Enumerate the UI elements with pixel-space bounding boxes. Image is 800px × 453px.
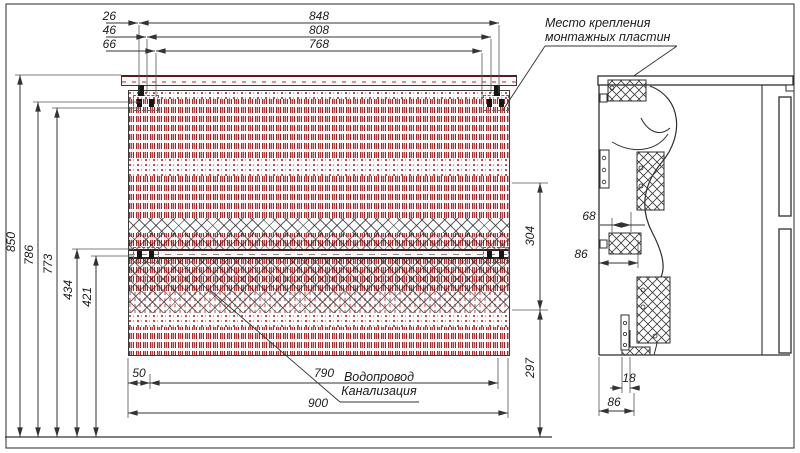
dim-86-upper-label: 86	[574, 247, 588, 261]
plate-fastener	[149, 99, 154, 107]
side-view	[597, 75, 795, 356]
mounting-plate-mid-right	[483, 247, 509, 263]
mounting-plate-mid-left	[133, 247, 159, 263]
dim-18-label: 18	[622, 371, 636, 385]
mounting-plate-top-left	[133, 95, 159, 111]
mounting-block-top	[607, 79, 647, 102]
plate-fastener	[487, 99, 492, 107]
hatch-band	[129, 158, 509, 176]
plate-fastener	[137, 251, 142, 259]
drawer-front-lower	[778, 228, 792, 354]
front-view-hatched-cabinet	[128, 90, 510, 356]
side-top-panel	[597, 75, 794, 86]
dim-768-label: 768	[308, 37, 330, 51]
sink-drain-profile	[653, 342, 658, 356]
mounting-strip-bottom	[621, 346, 651, 356]
dim-900-label: 900	[307, 396, 329, 410]
mounting-block-bottom	[636, 276, 671, 344]
dim-773-label: 773	[41, 254, 55, 275]
dim-848-label: 848	[308, 9, 330, 23]
bowl-inner-curve	[640, 117, 671, 133]
mounting-plates-note-line1: Место крепления	[545, 16, 651, 30]
mounting-block-middle	[636, 151, 665, 211]
plate-fastener	[137, 99, 142, 107]
front-view-top-panel	[121, 75, 517, 86]
dim-790-label: 790	[313, 366, 335, 380]
front-view-mid-rail	[129, 249, 509, 259]
sewerage-label: Канализация	[341, 384, 417, 398]
mounting-plate-top-right	[483, 95, 509, 111]
corner-bracket	[629, 330, 637, 348]
dim-808-label: 808	[308, 23, 330, 37]
back-bracket-mid	[599, 239, 608, 249]
dim-297-label: 297	[523, 358, 537, 379]
hatch-band	[129, 176, 509, 218]
hatch-band	[129, 291, 509, 313]
dim-66-label: 66	[102, 37, 116, 51]
mounting-plates-note-line2: монтажных пластин	[545, 30, 671, 44]
water-supply-label: Водопровод	[343, 370, 415, 384]
hatch-band	[129, 313, 509, 327]
hatch-band	[129, 91, 509, 99]
hatch-band	[129, 218, 509, 233]
side-panel-lip	[785, 84, 795, 92]
mid-rail-dashed-line	[129, 254, 509, 255]
hatch-band	[129, 99, 509, 158]
plate-fastener	[487, 251, 492, 259]
drawer-front-upper	[778, 96, 792, 217]
plate-fastener	[149, 251, 154, 259]
plate-fastener	[499, 99, 504, 107]
mounting-block-mid-small	[608, 232, 642, 255]
dim-46-label: 46	[102, 23, 116, 37]
dim-421-label: 421	[80, 287, 94, 308]
dim-786-label: 786	[22, 245, 36, 266]
dim-434-label: 434	[61, 280, 75, 301]
dim-26-label: 26	[102, 9, 116, 23]
screw-holes	[601, 85, 658, 347]
bowl-inner-curve	[611, 133, 669, 151]
screw-icon	[494, 85, 500, 96]
dim-304-label: 304	[523, 226, 537, 247]
back-rail-upper	[599, 149, 610, 189]
plate-fastener	[499, 251, 504, 259]
dim-50-label: 50	[132, 366, 146, 380]
hatch-band	[129, 327, 509, 355]
dim-68-label: 68	[582, 209, 596, 223]
dim-850-label: 850	[4, 232, 18, 253]
back-rail-lower	[620, 314, 630, 351]
hatch-band	[129, 233, 509, 291]
dim-86-lower-label: 86	[607, 395, 621, 409]
sink-bowl-profile	[644, 85, 678, 278]
screw-icon	[138, 85, 144, 96]
back-bracket-top	[599, 93, 608, 103]
